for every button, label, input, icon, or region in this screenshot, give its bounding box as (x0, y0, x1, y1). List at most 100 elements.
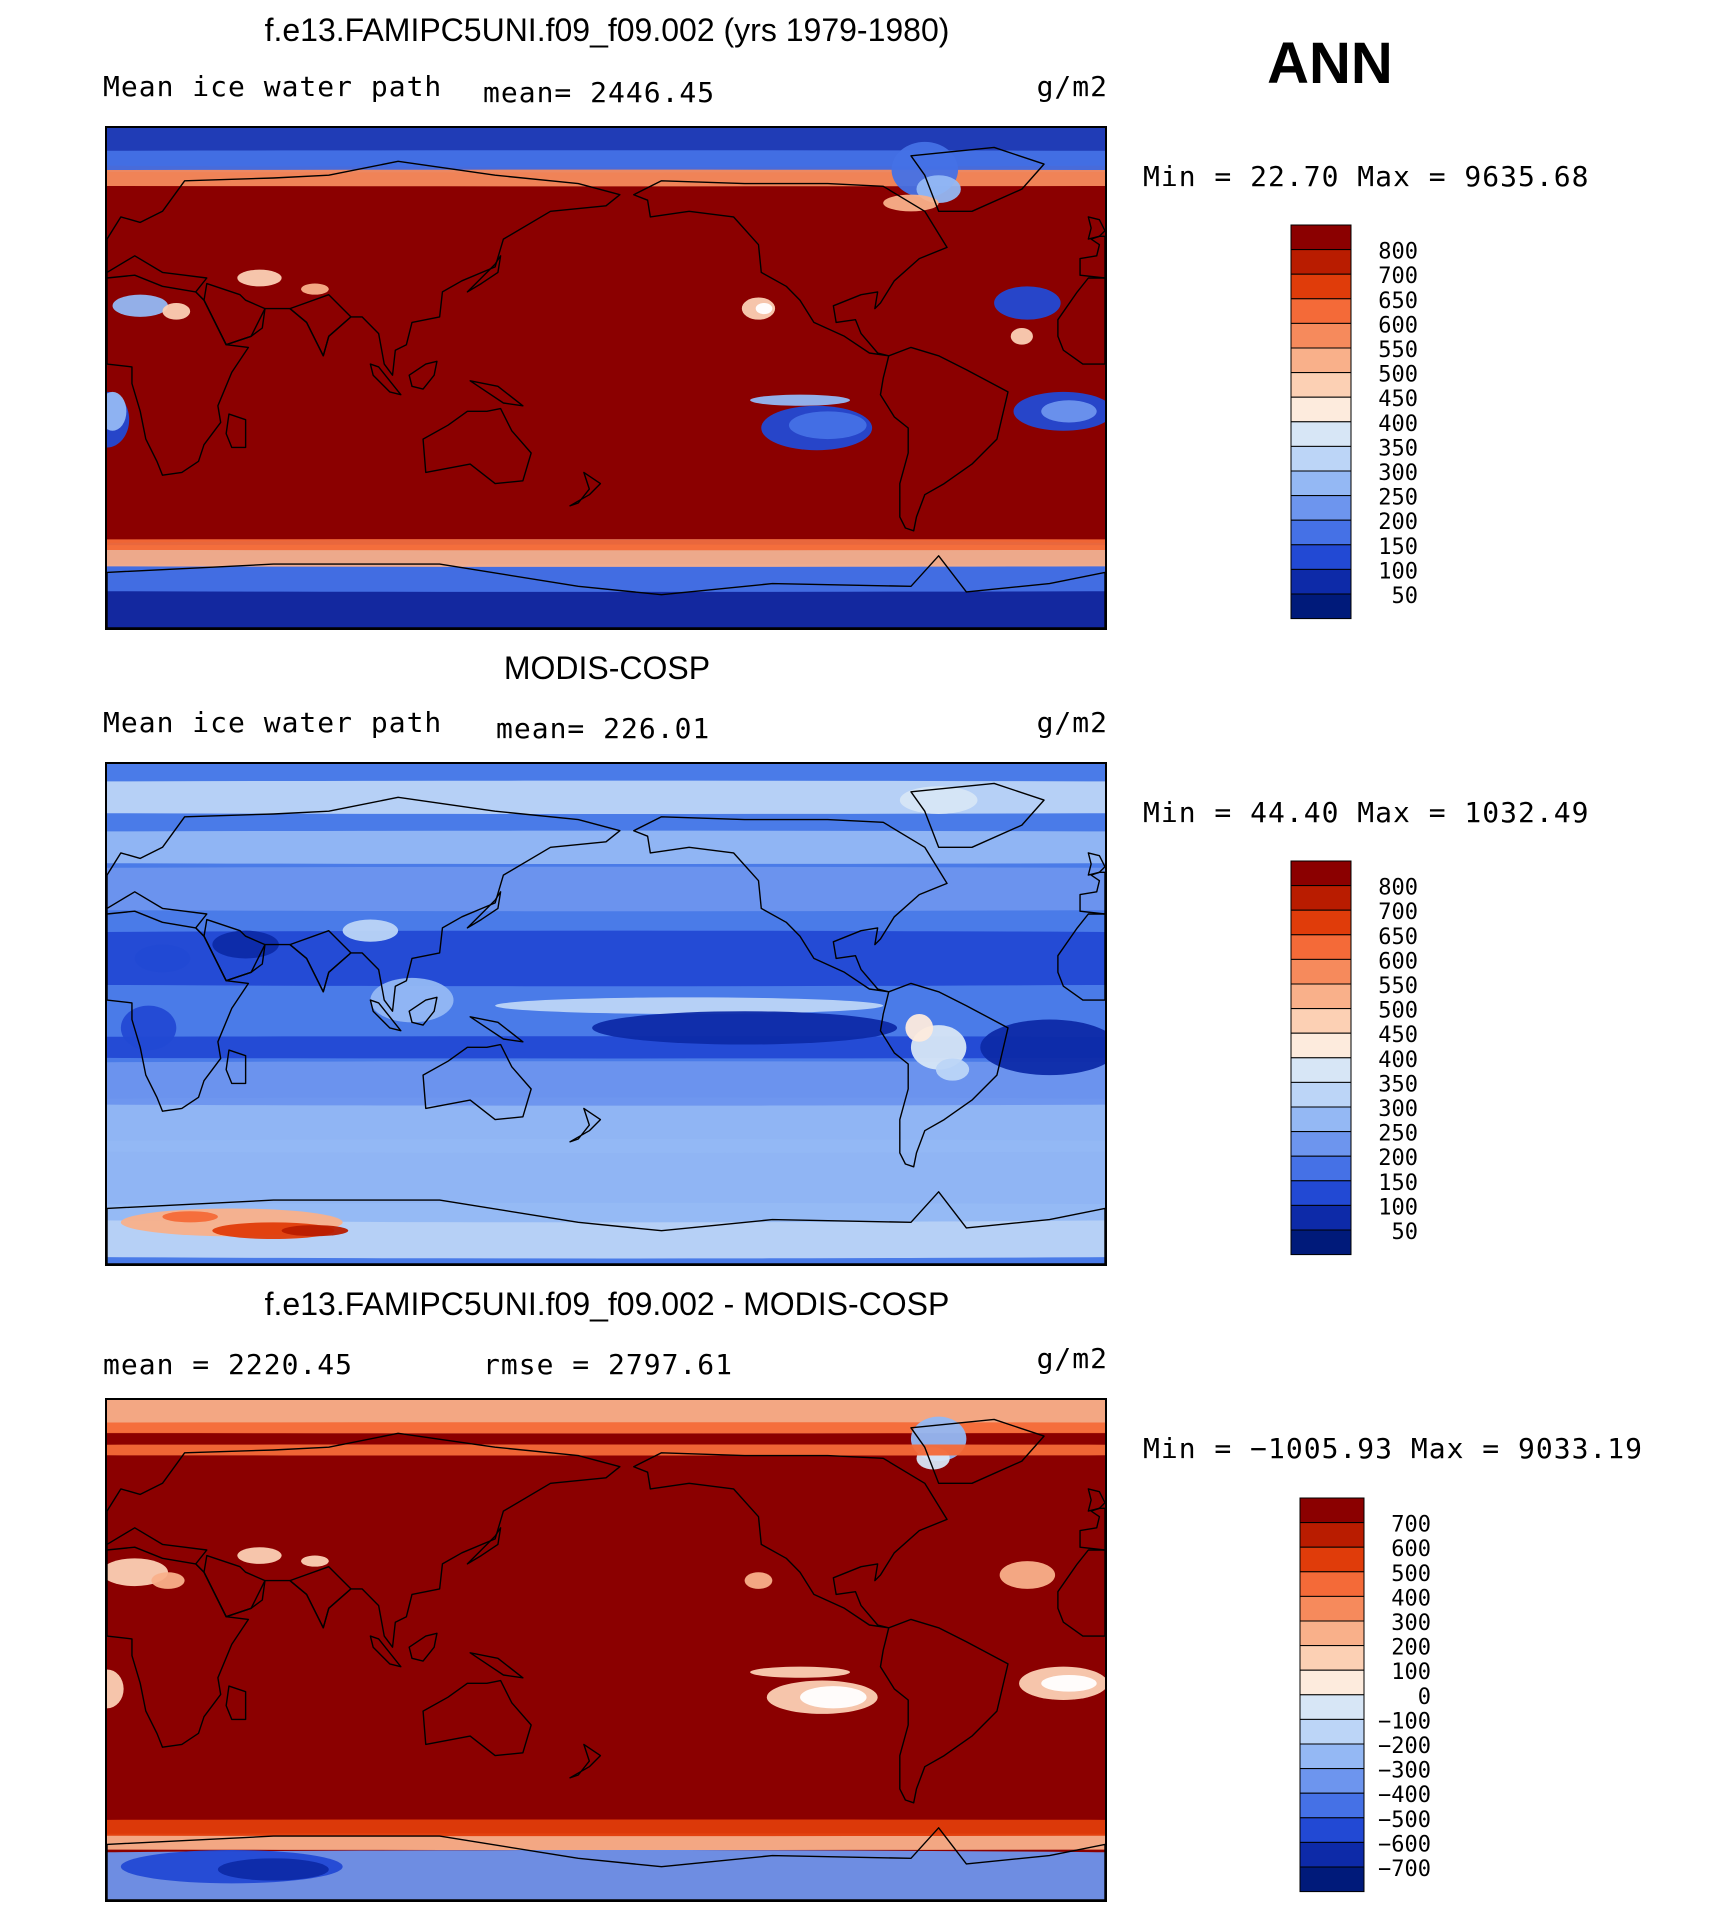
colorbar-tick-label: 700 (1378, 900, 1418, 925)
field-contour (800, 1686, 867, 1709)
colorbar-swatch (1299, 1718, 1365, 1745)
colorbar: 800 700 650 600 550 500 450 400 350 300 250 200 150 1… (1290, 224, 1520, 624)
colorbar-tick-label: 200 (1378, 1146, 1418, 1171)
colorbar-tick-label: −600 (1378, 1832, 1431, 1857)
colorbar-swatch (1290, 593, 1352, 620)
colorbar-swatch (1299, 1817, 1365, 1843)
colorbar-swatch (1290, 224, 1352, 251)
colorbar-swatch (1290, 983, 1352, 1010)
coastline-australia (422, 1043, 532, 1121)
coastline-borneo (408, 360, 438, 390)
colorbar-swatch (1299, 1768, 1365, 1794)
colorbar-swatch (1290, 519, 1352, 546)
panel-title: f.e13.FAMIPC5UNI.f09_f09.002 - MODIS-COS… (264, 1286, 950, 1322)
coastline-sumatra (369, 1635, 402, 1668)
colorbar-swatch (1290, 1106, 1352, 1133)
colorbar-tick-label: 50 (1392, 584, 1419, 609)
coastline-australia (422, 407, 532, 485)
field-contour (905, 1014, 934, 1042)
colorbar-swatch (1290, 322, 1352, 349)
field-contour (134, 944, 191, 973)
field-contour (495, 997, 884, 1014)
field-contour (107, 169, 1105, 187)
field-contour (112, 294, 168, 317)
field-contour (744, 1572, 773, 1589)
colorbar-swatch (1290, 421, 1352, 447)
colorbar-tick-label: 200 (1391, 1636, 1431, 1661)
panel-mean-label: mean= 2446.45 (483, 76, 716, 109)
colorbar-tick-label: 0 (1418, 1685, 1431, 1710)
field-contour (1041, 400, 1097, 423)
colorbar: 800 700 650 600 550 500 450 400 350 300 250 200 150 1… (1290, 860, 1520, 1260)
coastline-antarctica (107, 555, 1105, 628)
field-contour (935, 1058, 970, 1081)
field-contour (107, 1819, 1105, 1837)
colorbar-tick-label: −300 (1378, 1759, 1431, 1784)
colorbar-swatch (1290, 934, 1352, 960)
colorbar-swatch (1290, 273, 1352, 300)
coastline-namerica (633, 1452, 948, 1629)
colorbar: 700 600 500 400 300 200 100 0 −100 −200 −300 −400 −5… (1299, 1497, 1533, 1897)
coastline-namerica (633, 816, 948, 993)
panel-units-label: g/m2 (1036, 706, 1108, 739)
field-contour (107, 1422, 1105, 1434)
field-contour (120, 1005, 177, 1051)
field-contour (750, 394, 850, 406)
colorbar-swatch (1290, 1204, 1352, 1231)
coastline-borneo (408, 996, 438, 1026)
colorbar-swatch (1290, 958, 1352, 985)
field-contour (994, 286, 1061, 320)
colorbar-swatch (1290, 568, 1352, 595)
colorbar-tick-label: 100 (1391, 1660, 1431, 1685)
colorbar-tick-label: 300 (1378, 1097, 1418, 1122)
coastline-arabia (203, 1554, 266, 1618)
field-contour (107, 1850, 1105, 1900)
coastline-uk (1087, 852, 1105, 876)
coastline-nz (569, 1107, 602, 1143)
colorbar-swatch (1299, 1620, 1365, 1647)
colorbar-tick-label: 300 (1378, 461, 1418, 486)
colorbar-swatch (1290, 544, 1352, 570)
field-contour (301, 1555, 329, 1567)
coastline-japan (466, 255, 502, 293)
min-max-label: Min = 22.70 Max = 9635.68 (1143, 160, 1590, 193)
colorbar-swatch (1299, 1792, 1365, 1819)
colorbar-tick-label: 300 (1391, 1611, 1431, 1636)
colorbar-tick-label: 500 (1391, 1562, 1431, 1587)
field-contour (107, 544, 1105, 567)
coastline-europeW (1079, 871, 1105, 915)
colorbar-swatch (1290, 1131, 1352, 1157)
coastline-japan (466, 1527, 502, 1565)
field-contour (1041, 1675, 1097, 1692)
coastline-uk (1087, 216, 1105, 240)
colorbar-swatch (1290, 347, 1352, 374)
coastline-newguinea (469, 1652, 524, 1679)
field-contour (899, 786, 978, 814)
coastline-samerica (879, 346, 1009, 532)
colorbar-tick-label: −700 (1378, 1857, 1431, 1882)
panel-left-label: Mean ice water path (103, 706, 443, 739)
panel-units-label: g/m2 (1036, 1342, 1108, 1375)
coastline-europeW (1079, 1507, 1105, 1551)
field-contour (107, 1444, 1105, 1456)
colorbar-swatch (1290, 470, 1352, 497)
field-contour (750, 1666, 850, 1678)
field-contour (237, 269, 282, 287)
colorbar-swatch (1290, 249, 1352, 275)
colorbar-tick-label: 450 (1378, 387, 1418, 412)
coastline-australia (422, 1679, 532, 1757)
colorbar-tick-label: 100 (1378, 559, 1418, 584)
season-label: ANN (1267, 31, 1393, 96)
field-contour (999, 1561, 1056, 1589)
field-contour (107, 1833, 1105, 1850)
colorbar-swatch (1290, 495, 1352, 521)
field-contour (107, 1669, 124, 1709)
coastline-borneo (408, 1632, 438, 1662)
coastline-madagascar (225, 1049, 247, 1085)
field-contour (370, 977, 454, 1023)
map-field (107, 764, 1105, 1264)
map-field (107, 128, 1105, 628)
colorbar-swatch (1299, 1497, 1365, 1524)
coastline-newguinea (469, 1016, 524, 1043)
colorbar-swatch (1290, 1081, 1352, 1108)
